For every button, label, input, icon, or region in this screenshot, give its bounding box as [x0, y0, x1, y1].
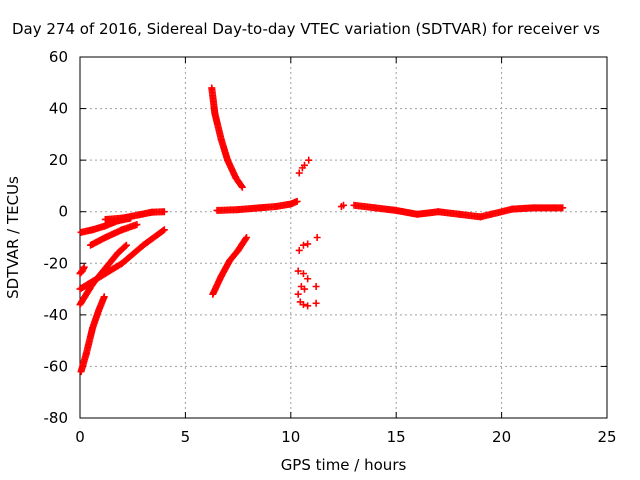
- data-marks: [76, 84, 567, 376]
- data-point: [304, 240, 312, 248]
- y-tick-label: 20: [49, 151, 68, 169]
- y-tick-label: 0: [58, 203, 68, 221]
- y-tick-label: -60: [44, 357, 69, 375]
- data-point: [299, 241, 307, 249]
- y-tick-label: -40: [44, 306, 69, 324]
- data-point: [559, 204, 567, 212]
- x-tick-label: 10: [281, 428, 300, 446]
- data-point: [295, 169, 303, 177]
- data-point: [80, 263, 88, 271]
- data-point: [301, 161, 309, 169]
- series-arc-near-zero-d: [87, 221, 141, 249]
- series-arc-flat-mid: [213, 197, 301, 214]
- data-point: [301, 285, 309, 293]
- tick-labels: 0 5 10 15 20 25 -80 -60 -40 -20 0 20 40 60: [44, 48, 617, 446]
- plot-frame: [79, 56, 608, 419]
- x-tick-label: 25: [597, 428, 616, 446]
- data-point: [299, 270, 307, 278]
- data-point: [304, 275, 312, 283]
- data-point: [305, 156, 313, 164]
- data-point: [100, 293, 108, 301]
- data-point: [238, 183, 246, 191]
- data-point: [293, 197, 301, 205]
- series-arc-six-up: [208, 84, 246, 191]
- data-point: [312, 282, 320, 290]
- data-point: [121, 242, 129, 250]
- data-point: [122, 241, 130, 249]
- series-arc-short-left: [76, 263, 88, 278]
- y-tick-label: -20: [44, 254, 69, 272]
- data-point: [160, 226, 168, 234]
- data-point: [295, 246, 303, 254]
- y-tick-label: -80: [44, 409, 69, 427]
- data-point: [237, 182, 245, 190]
- series-arc-right: [350, 201, 567, 221]
- data-point: [299, 301, 307, 309]
- x-axis-label: GPS time / hours: [281, 456, 407, 474]
- data-point: [313, 234, 321, 241]
- x-tick-label: 5: [181, 428, 191, 446]
- x-tick-label: 15: [387, 428, 406, 446]
- y-axis-label: SDTVAR / TECUs: [4, 176, 22, 299]
- data-point: [294, 290, 302, 298]
- series-arc-near-zero-f: [101, 208, 168, 223]
- series-arc-near-zero-c: [76, 226, 168, 293]
- chart-title: Day 274 of 2016, Sidereal Day-to-day VTE…: [12, 20, 600, 38]
- data-point: [294, 267, 302, 275]
- chart-grid: [80, 57, 607, 418]
- data-point: [312, 299, 320, 307]
- series-arc-near-zero-a: [77, 293, 108, 376]
- y-tick-label: 40: [49, 100, 68, 118]
- chart-axes: [79, 56, 608, 419]
- y-tick-label: 60: [49, 48, 68, 66]
- data-point: [340, 201, 347, 209]
- data-point: [243, 234, 251, 241]
- data-point: [133, 221, 141, 229]
- data-point: [304, 302, 312, 310]
- x-tick-label: 0: [75, 428, 85, 446]
- series-arc-six-down: [209, 234, 251, 298]
- data-point: [242, 235, 250, 243]
- x-tick-label: 20: [492, 428, 511, 446]
- data-point: [160, 208, 168, 216]
- data-point: [159, 227, 167, 235]
